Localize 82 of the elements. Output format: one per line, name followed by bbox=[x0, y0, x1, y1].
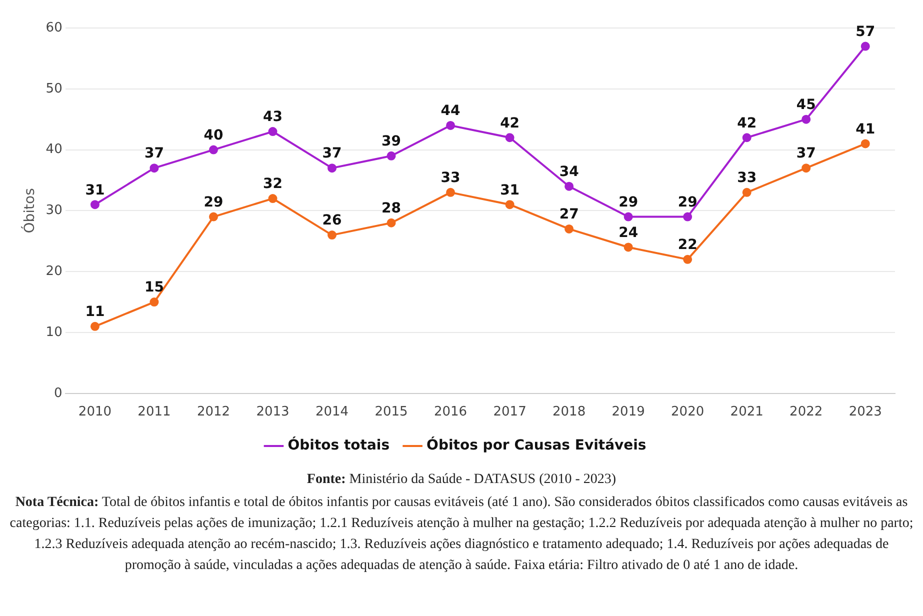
point bbox=[446, 120, 456, 130]
x-tick-label: 2022 bbox=[790, 404, 823, 420]
source-note: Fonte: Ministério da Saúde - DATASUS (2010 - 2023) bbox=[306, 472, 616, 487]
y-tick-label: 30 bbox=[46, 203, 62, 218]
data-label: 28 bbox=[382, 200, 402, 217]
x-tick-label: 2016 bbox=[434, 404, 468, 420]
point bbox=[683, 254, 692, 264]
point bbox=[624, 212, 633, 222]
y-tick-label: 0 bbox=[54, 386, 62, 401]
point bbox=[446, 188, 456, 197]
data-label: 33 bbox=[440, 170, 460, 186]
data-label: 15 bbox=[144, 280, 164, 296]
data-label: 29 bbox=[618, 194, 638, 210]
text: Nota Técnica: Total de óbitos infantis e total de óbitos infantis por causas evitáveis (até 1 ano). São considerados óbitos classificados como causas evitáveis as categorias: 1.1. Reduzíveis pelas ações de imunização; 1.2.1 Reduzíveis atenção à mulher na gestação; 1.2.2 Reduzíveis por adequada atenção à mulher no parto; 1.2.3 Reduzíveis adequada atenção ao recém-nascido; 1.3. Reduzíveis ações diagnóstico e tratamento adequado; 1.4. Reduzíveis por ações adequadas de promoção à saúde, vinculadas a ações adequadas de atenção à saúde. Faixa etária: Filtro ativado de 0 até 1 ano de idade. bbox=[10, 495, 914, 573]
point bbox=[742, 188, 752, 197]
data-label: 24 bbox=[618, 224, 638, 241]
data-label: 26 bbox=[322, 212, 342, 229]
x-tick-label: 2010 bbox=[78, 404, 112, 420]
data-label: 33 bbox=[737, 170, 757, 186]
data-label: 31 bbox=[500, 182, 520, 198]
legend-label: Óbitos por Causas Evitáveis bbox=[426, 436, 646, 454]
y-axis-title: Óbitos bbox=[21, 188, 38, 234]
data-label: 34 bbox=[559, 164, 580, 180]
point bbox=[90, 322, 100, 331]
data-label: 29 bbox=[678, 194, 698, 210]
data-label: 32 bbox=[263, 176, 282, 192]
x-tick-label: 2014 bbox=[315, 404, 349, 420]
data-label: 45 bbox=[796, 96, 816, 113]
point bbox=[268, 194, 278, 204]
point bbox=[328, 164, 337, 173]
data-label: 27 bbox=[559, 206, 579, 223]
point bbox=[624, 242, 633, 252]
data-label: 44 bbox=[440, 103, 461, 120]
y-tick-label: 10 bbox=[46, 324, 62, 340]
data-label: 40 bbox=[204, 127, 224, 144]
y-tick-label: 40 bbox=[46, 142, 62, 158]
x-tick-label: 2021 bbox=[730, 404, 764, 420]
point bbox=[860, 139, 870, 148]
point bbox=[208, 212, 218, 222]
x-tick-label: 2015 bbox=[374, 404, 408, 420]
point bbox=[505, 133, 514, 142]
point bbox=[208, 145, 218, 154]
point bbox=[860, 42, 870, 51]
point bbox=[268, 127, 278, 136]
x-tick-label: 2018 bbox=[552, 404, 586, 420]
data-label: 22 bbox=[678, 237, 698, 254]
point bbox=[802, 114, 811, 124]
point bbox=[150, 298, 159, 307]
point bbox=[802, 164, 811, 173]
point bbox=[90, 200, 100, 210]
x-tick-label: 2017 bbox=[493, 404, 526, 420]
legend-label: Óbitos totais bbox=[288, 436, 390, 454]
data-label: 11 bbox=[85, 304, 105, 320]
data-label: 42 bbox=[737, 115, 757, 132]
point bbox=[564, 224, 574, 234]
point bbox=[386, 218, 396, 228]
x-tick-label: 2012 bbox=[196, 404, 230, 420]
point bbox=[386, 151, 396, 160]
data-label: 37 bbox=[796, 146, 816, 162]
point bbox=[150, 164, 159, 173]
x-tick-label: 2011 bbox=[138, 404, 171, 420]
data-label: 37 bbox=[144, 146, 164, 162]
x-tick-label: 2020 bbox=[671, 404, 704, 420]
point bbox=[328, 230, 337, 240]
data-label: 29 bbox=[204, 194, 224, 210]
point bbox=[742, 133, 752, 142]
data-label: 39 bbox=[382, 134, 402, 150]
x-tick-label: 2023 bbox=[848, 404, 882, 420]
data-label: 43 bbox=[263, 109, 282, 126]
point bbox=[683, 212, 692, 222]
data-label: 42 bbox=[500, 115, 520, 132]
x-tick-label: 2019 bbox=[612, 404, 645, 420]
data-label: 57 bbox=[856, 24, 876, 40]
point bbox=[564, 182, 574, 191]
y-tick-label: 20 bbox=[46, 264, 62, 279]
point bbox=[505, 200, 514, 210]
data-label: 31 bbox=[85, 182, 105, 198]
y-tick-label: 60 bbox=[46, 20, 62, 36]
x-tick-label: 2013 bbox=[256, 404, 290, 420]
data-label: 41 bbox=[856, 121, 876, 138]
data-label: 37 bbox=[322, 146, 342, 162]
y-tick-label: 50 bbox=[46, 81, 62, 96]
